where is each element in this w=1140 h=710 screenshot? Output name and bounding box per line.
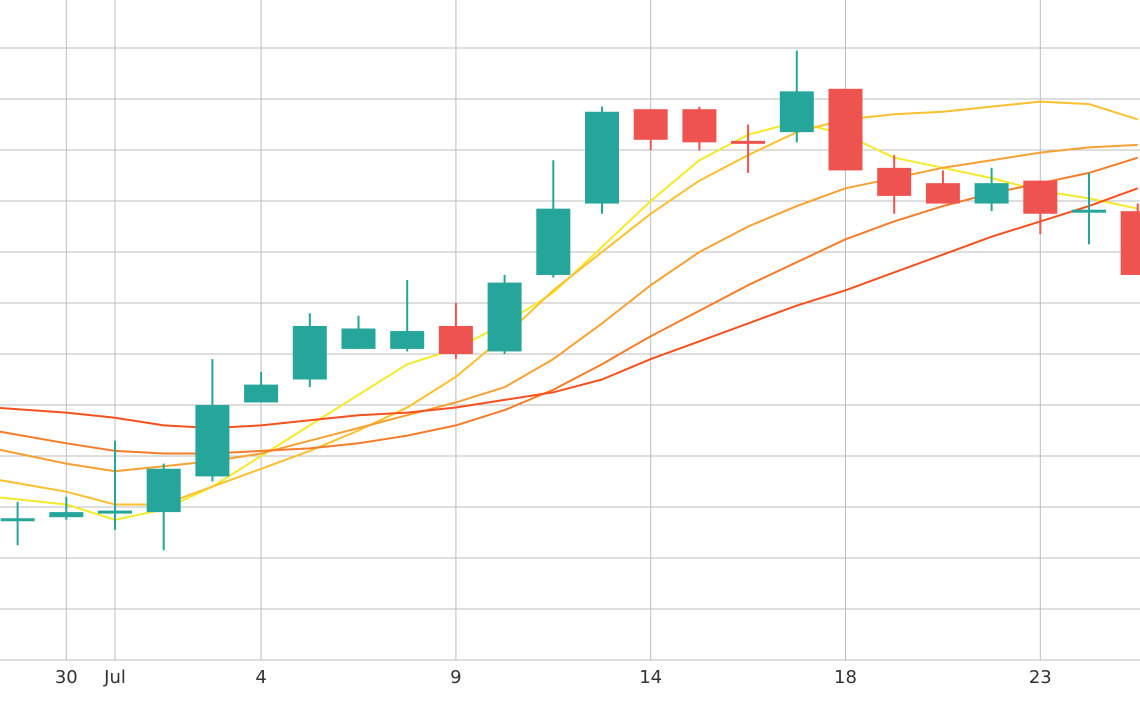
x-tick-label: 30 xyxy=(55,667,78,688)
moving-average-line-3 xyxy=(0,143,1138,473)
candle-2 xyxy=(98,440,132,530)
x-tick-label: 18 xyxy=(834,667,857,688)
candle-body xyxy=(779,91,814,133)
candle-body xyxy=(974,183,1009,204)
candle-21 xyxy=(1023,180,1058,235)
candle-body xyxy=(487,282,522,352)
moving-average-line-4 xyxy=(0,156,1138,455)
candle-12 xyxy=(585,106,619,214)
moving-average-line-1 xyxy=(0,120,1138,521)
candle-body xyxy=(682,109,717,143)
x-tick-label: 9 xyxy=(450,667,461,688)
candle-body xyxy=(1023,180,1058,214)
candle-23 xyxy=(1120,203,1140,275)
chart-grid xyxy=(0,0,1140,661)
candle-body xyxy=(390,331,425,349)
candle-body xyxy=(292,325,327,380)
candle-6 xyxy=(292,313,327,388)
candle-body xyxy=(0,518,35,522)
candle-body xyxy=(925,183,960,204)
candle-4 xyxy=(195,359,230,482)
candle-body xyxy=(877,167,912,196)
x-tick-label: 23 xyxy=(1029,667,1052,688)
candle-body xyxy=(195,405,230,477)
candle-body xyxy=(585,111,619,204)
x-tick-label: Jul xyxy=(103,667,126,688)
candle-body xyxy=(731,140,766,144)
candle-9 xyxy=(438,303,473,360)
moving-average-line-2 xyxy=(0,100,1138,506)
candle-13 xyxy=(633,109,668,150)
candle-body xyxy=(341,328,376,349)
x-axis-ticks: 30 Jul 4 9 14 18 23 xyxy=(55,667,1052,688)
candle-body xyxy=(633,109,668,140)
x-tick-label: 4 xyxy=(255,667,266,688)
candle-body xyxy=(828,88,863,171)
candle-body xyxy=(438,325,473,354)
candle-20 xyxy=(974,167,1009,212)
candle-18 xyxy=(877,155,912,214)
candle-body xyxy=(536,208,571,275)
candle-body xyxy=(146,468,181,513)
candle-3 xyxy=(146,463,181,551)
candle-19 xyxy=(925,170,960,204)
candle-1 xyxy=(49,496,84,520)
candle-0 xyxy=(0,501,35,546)
candle-5 xyxy=(244,371,279,403)
candle-body xyxy=(98,510,132,514)
candlesticks xyxy=(0,50,1140,551)
moving-average-lines xyxy=(0,100,1139,521)
candle-body xyxy=(49,512,84,518)
candle-body xyxy=(1072,209,1106,213)
candle-10 xyxy=(487,274,522,354)
candle-14 xyxy=(682,106,717,151)
candle-7 xyxy=(341,315,376,349)
candle-11 xyxy=(536,160,571,278)
x-tick-label: 14 xyxy=(639,667,662,688)
candle-body xyxy=(244,384,279,403)
candle-16 xyxy=(779,50,814,143)
candle-15 xyxy=(731,124,766,173)
candle-8 xyxy=(390,280,425,352)
candle-22 xyxy=(1072,172,1106,245)
candle-body xyxy=(1120,211,1140,275)
candle-17 xyxy=(828,88,863,171)
